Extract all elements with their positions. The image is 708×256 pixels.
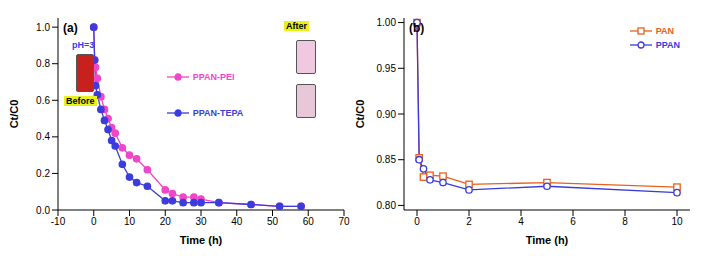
svg-text:0.90: 0.90: [377, 109, 397, 120]
html-text:(a): (a): [63, 21, 78, 35]
svg-text:0.80: 0.80: [377, 200, 397, 211]
svg-text:70: 70: [338, 216, 350, 227]
svg-text:20: 20: [160, 216, 172, 227]
html-text:PPAN-TEPA: PPAN-TEPA: [192, 107, 244, 118]
svg-text:60: 60: [303, 216, 315, 227]
svg-text:0.2: 0.2: [36, 168, 50, 179]
svg-text:1.0: 1.0: [36, 22, 50, 33]
html-text:PAN: PAN: [655, 26, 674, 36]
svg-text:2: 2: [466, 216, 472, 227]
svg-text:Time (h): Time (h): [180, 234, 223, 246]
svg-text:0.0: 0.0: [36, 205, 50, 216]
svg-text:1.00: 1.00: [377, 17, 397, 28]
svg-text:10: 10: [124, 216, 136, 227]
html-text:pH=3: pH=3: [72, 40, 95, 50]
svg-text:10: 10: [671, 216, 683, 227]
svg-text:4: 4: [518, 216, 524, 227]
html-text:Before: Before: [66, 96, 95, 106]
svg-text:Ct/C0: Ct/C0: [8, 100, 20, 129]
html-text:PPAN: PPAN: [655, 40, 680, 50]
svg-text:0.4: 0.4: [36, 131, 50, 142]
svg-text:0.8: 0.8: [36, 58, 50, 69]
svg-text:0: 0: [91, 216, 97, 227]
html-text:(b): (b): [409, 21, 425, 35]
svg-text:0: 0: [414, 216, 420, 227]
svg-text:-10: -10: [51, 216, 66, 227]
svg-text:30: 30: [195, 216, 207, 227]
html-text:After: After: [286, 21, 307, 31]
svg-text:0.95: 0.95: [377, 63, 397, 74]
svg-text:40: 40: [231, 216, 243, 227]
html-text:PPAN-PEI: PPAN-PEI: [192, 71, 235, 82]
svg-text:50: 50: [267, 216, 279, 227]
svg-text:Ct/C0: Ct/C0: [354, 100, 366, 129]
svg-text:6: 6: [570, 216, 576, 227]
svg-text:0.6: 0.6: [36, 95, 50, 106]
svg-text:8: 8: [622, 216, 628, 227]
svg-text:Time (h): Time (h): [526, 234, 569, 246]
svg-text:0.85: 0.85: [377, 154, 397, 165]
